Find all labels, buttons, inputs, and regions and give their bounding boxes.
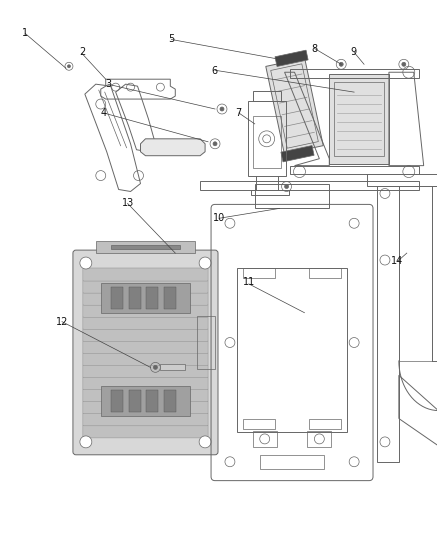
Circle shape xyxy=(80,257,92,269)
FancyBboxPatch shape xyxy=(83,352,208,366)
Polygon shape xyxy=(111,287,123,309)
Circle shape xyxy=(225,219,235,228)
Circle shape xyxy=(339,62,343,66)
FancyBboxPatch shape xyxy=(83,425,208,438)
Circle shape xyxy=(349,457,359,467)
Circle shape xyxy=(220,107,224,111)
Circle shape xyxy=(199,436,211,448)
Circle shape xyxy=(67,65,71,68)
Polygon shape xyxy=(164,390,176,412)
Text: 2: 2 xyxy=(79,47,85,57)
Polygon shape xyxy=(275,50,308,67)
Polygon shape xyxy=(101,386,190,416)
Polygon shape xyxy=(146,287,159,309)
Text: 4: 4 xyxy=(101,108,107,118)
Text: 10: 10 xyxy=(213,213,225,223)
Polygon shape xyxy=(129,287,141,309)
Circle shape xyxy=(293,166,305,177)
Polygon shape xyxy=(266,58,323,154)
Text: 5: 5 xyxy=(168,34,174,44)
Circle shape xyxy=(285,184,289,189)
Text: 6: 6 xyxy=(212,66,218,76)
Circle shape xyxy=(96,171,106,181)
FancyBboxPatch shape xyxy=(83,401,208,414)
Circle shape xyxy=(96,99,106,109)
Polygon shape xyxy=(111,245,180,249)
FancyBboxPatch shape xyxy=(83,389,208,402)
Circle shape xyxy=(367,93,371,95)
FancyBboxPatch shape xyxy=(83,304,208,317)
Polygon shape xyxy=(111,390,123,412)
Text: 13: 13 xyxy=(121,198,134,208)
Polygon shape xyxy=(141,139,205,156)
Text: 11: 11 xyxy=(244,277,256,287)
Text: 14: 14 xyxy=(391,256,403,266)
Polygon shape xyxy=(96,241,195,253)
Polygon shape xyxy=(281,146,314,162)
Circle shape xyxy=(403,166,415,177)
Circle shape xyxy=(80,436,92,448)
Text: 7: 7 xyxy=(236,108,242,118)
Text: 1: 1 xyxy=(22,28,28,38)
Circle shape xyxy=(213,142,217,146)
Polygon shape xyxy=(164,287,176,309)
Polygon shape xyxy=(101,283,190,313)
Polygon shape xyxy=(237,268,347,432)
Polygon shape xyxy=(160,365,185,370)
FancyBboxPatch shape xyxy=(83,341,208,353)
FancyBboxPatch shape xyxy=(83,316,208,329)
Circle shape xyxy=(380,437,390,447)
Circle shape xyxy=(112,83,120,91)
Polygon shape xyxy=(129,390,141,412)
Circle shape xyxy=(349,337,359,348)
Circle shape xyxy=(225,337,235,348)
FancyBboxPatch shape xyxy=(73,250,218,455)
Polygon shape xyxy=(329,74,389,164)
Polygon shape xyxy=(146,390,159,412)
Text: 12: 12 xyxy=(56,317,68,327)
Circle shape xyxy=(134,171,144,181)
Text: 9: 9 xyxy=(351,47,357,57)
Circle shape xyxy=(403,66,415,78)
FancyBboxPatch shape xyxy=(83,292,208,305)
Text: 8: 8 xyxy=(312,44,318,54)
Circle shape xyxy=(293,66,305,78)
FancyBboxPatch shape xyxy=(83,413,208,426)
Circle shape xyxy=(156,83,164,91)
Circle shape xyxy=(402,62,406,66)
FancyBboxPatch shape xyxy=(83,377,208,390)
FancyBboxPatch shape xyxy=(83,328,208,341)
Circle shape xyxy=(127,83,134,91)
Circle shape xyxy=(199,257,211,269)
FancyBboxPatch shape xyxy=(83,365,208,377)
Circle shape xyxy=(380,189,390,198)
FancyBboxPatch shape xyxy=(83,280,208,293)
Circle shape xyxy=(380,255,390,265)
Circle shape xyxy=(153,365,157,369)
Circle shape xyxy=(349,219,359,228)
FancyBboxPatch shape xyxy=(83,268,208,281)
Text: 3: 3 xyxy=(105,79,111,89)
Circle shape xyxy=(225,457,235,467)
